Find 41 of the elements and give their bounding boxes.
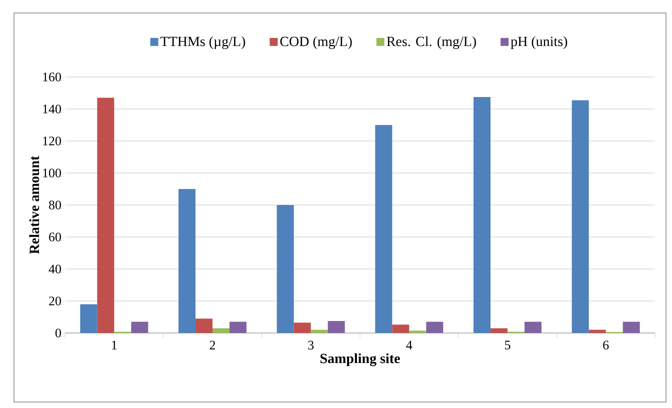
legend-label: pH (units): [510, 36, 568, 50]
bar: [178, 189, 196, 333]
x-tick-label: 6: [603, 340, 609, 350]
bar: [588, 330, 606, 333]
x-tick-label: 5: [505, 340, 510, 350]
x-tick-label: 1: [112, 340, 117, 350]
x-axis-title: Sampling site: [320, 353, 400, 366]
bar: [474, 97, 491, 333]
y-tick-label: 80: [48, 200, 61, 210]
y-axis-title: Relative amount: [29, 156, 40, 254]
y-tick-label: 140: [43, 104, 61, 114]
y-tick-label: 40: [48, 264, 61, 274]
bar: [276, 205, 294, 333]
y-tick-label: 120: [43, 136, 61, 146]
bar: [622, 322, 640, 333]
bar: [392, 324, 410, 333]
bar: [230, 322, 246, 333]
x-tick-label: 3: [308, 340, 314, 350]
legend-label: COD (mg/L): [280, 36, 352, 50]
bar: [524, 322, 542, 333]
bar: [426, 322, 444, 333]
legend-label: Res. Cl. (mg/L): [386, 36, 476, 50]
bar: [328, 321, 345, 333]
bar: [310, 330, 328, 333]
bar: [97, 98, 114, 333]
bar: [212, 328, 230, 333]
x-tick-label: 4: [406, 340, 412, 350]
bar: [572, 100, 589, 333]
bar: [294, 322, 311, 333]
y-tick-label: 160: [43, 72, 61, 82]
bar: [80, 304, 98, 333]
x-tick-label: 2: [210, 340, 216, 350]
bar: [131, 322, 148, 333]
y-tick-label: 100: [43, 168, 61, 178]
y-tick-label: 60: [49, 232, 61, 242]
bar: [196, 318, 212, 333]
bar: [375, 125, 392, 333]
y-tick-label: 20: [49, 296, 61, 306]
bar: [490, 328, 508, 333]
legend-label: TTHMs (µg/L): [160, 36, 246, 50]
y-tick-label: 0: [55, 328, 61, 338]
